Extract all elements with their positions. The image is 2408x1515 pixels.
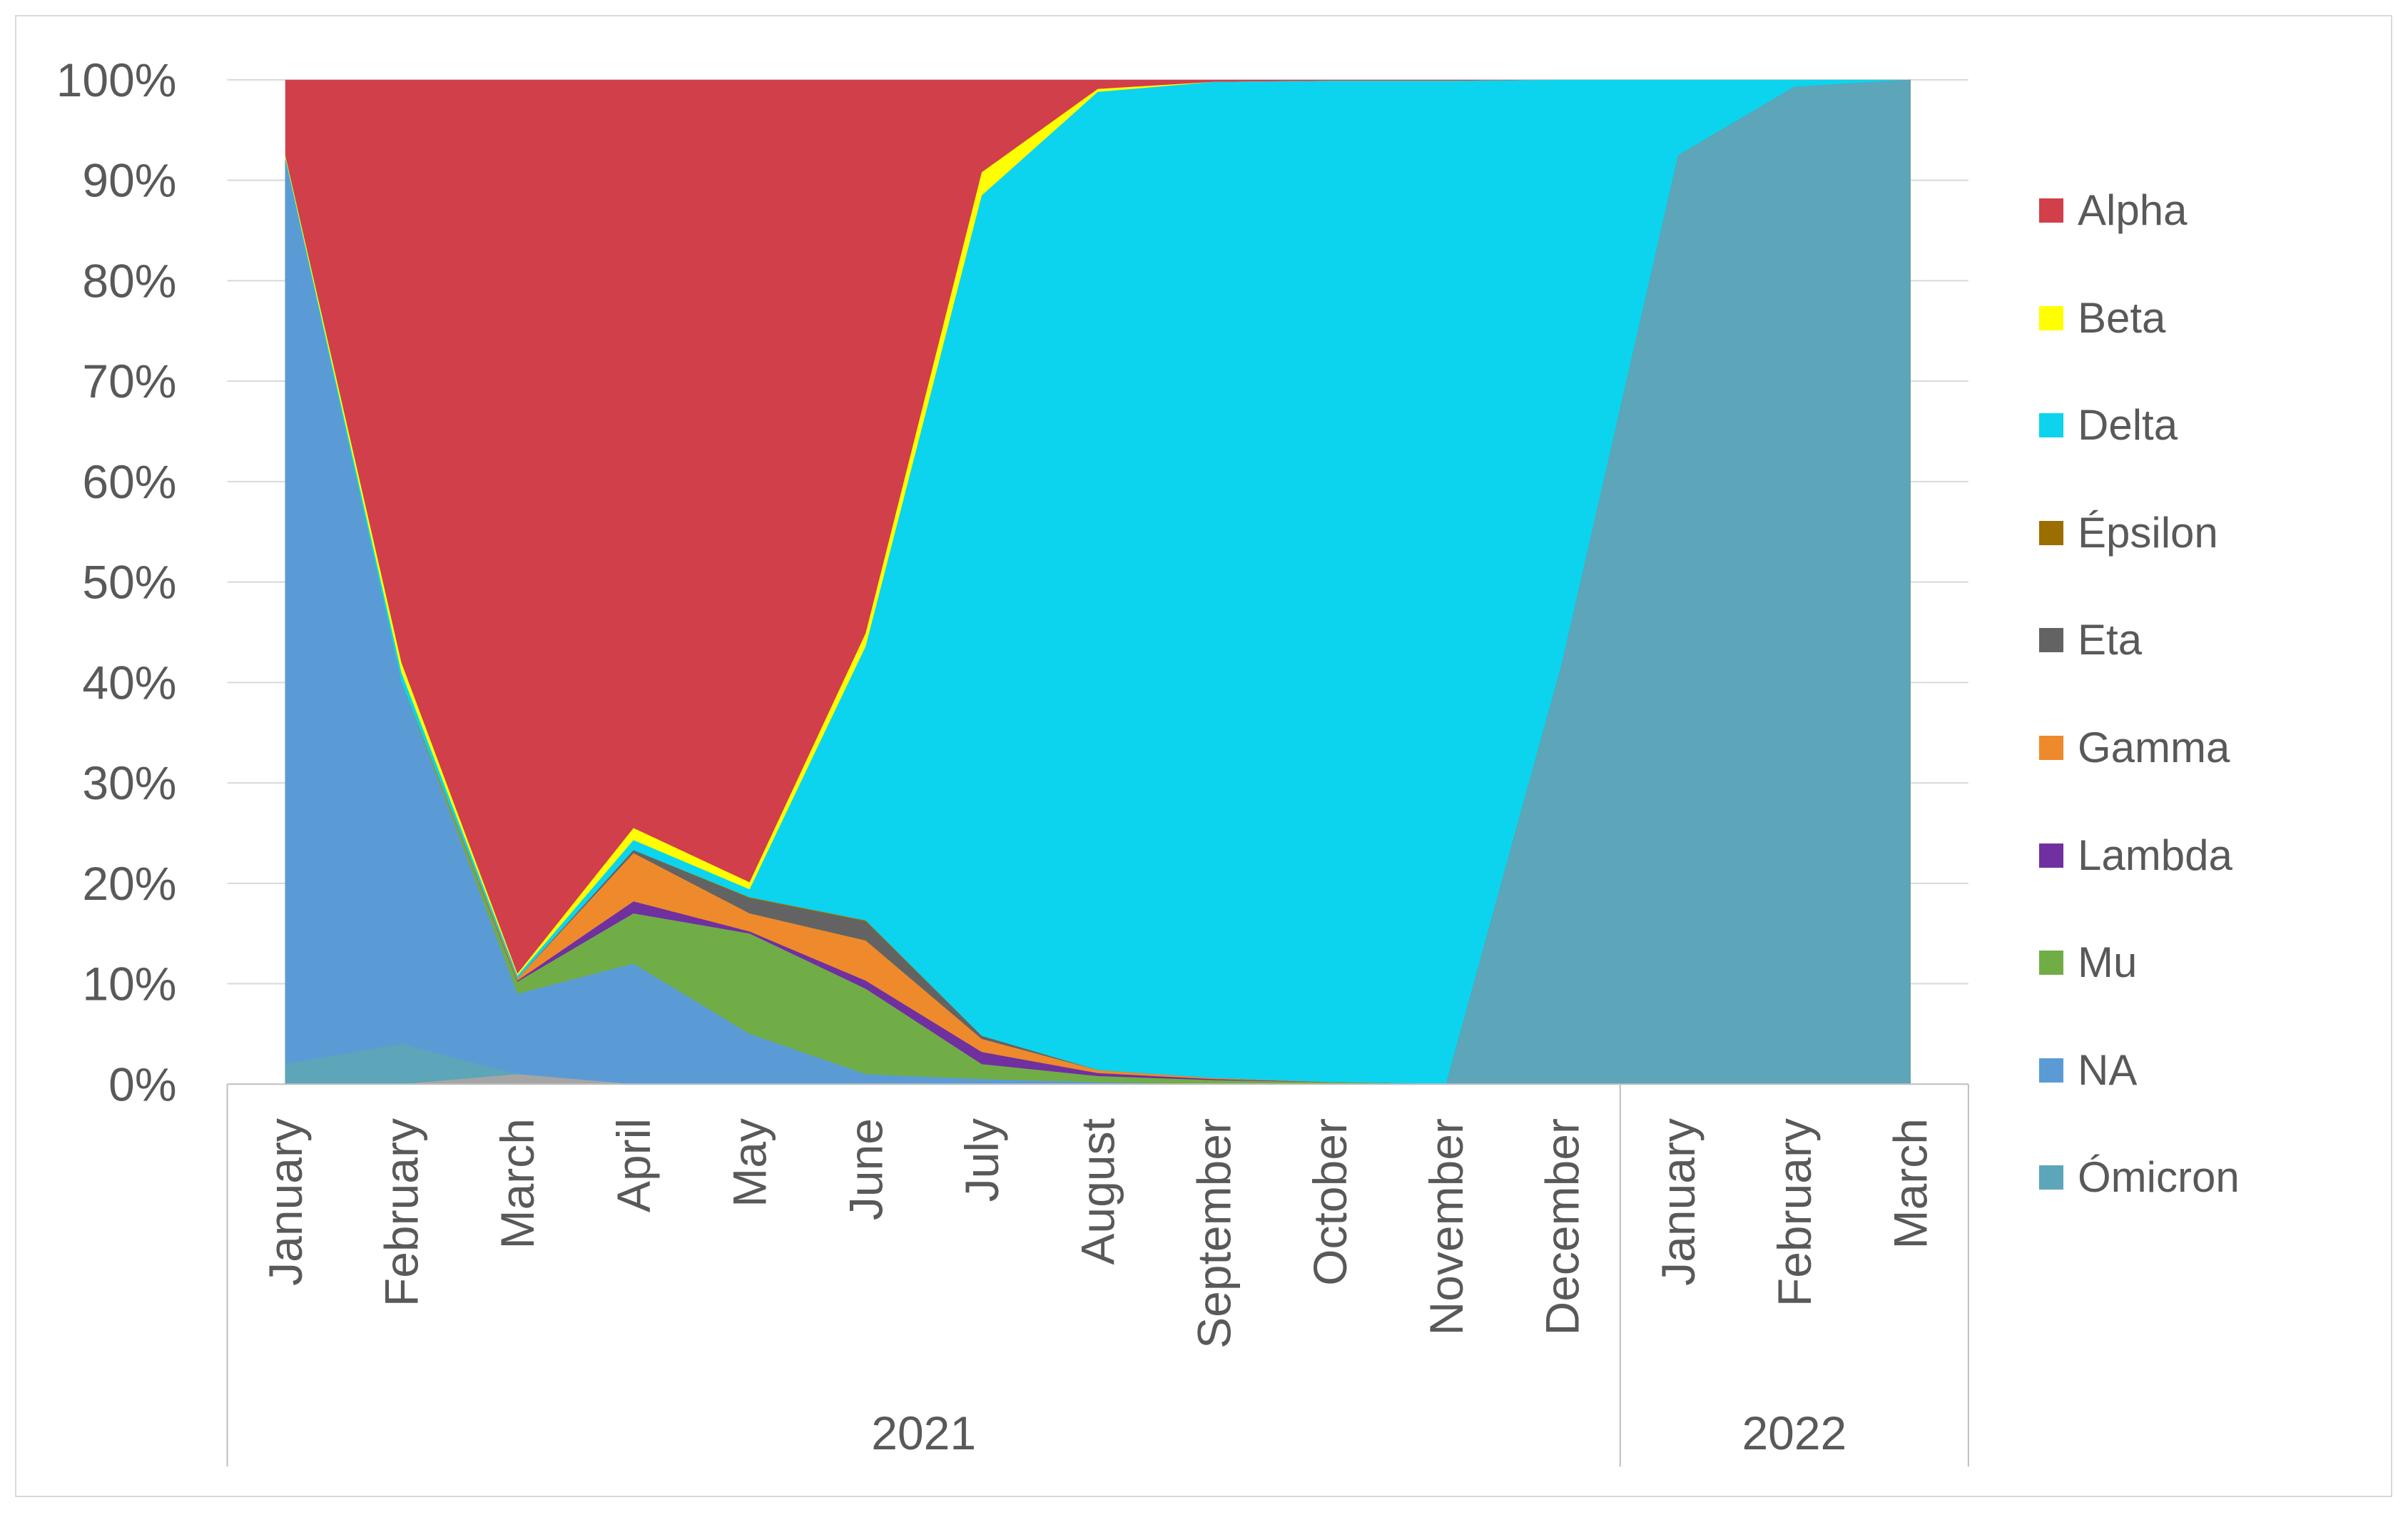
legend-label: Épsilon — [2078, 508, 2218, 557]
plot-areas — [285, 79, 1911, 1085]
legend-swatch — [2039, 198, 2063, 223]
x-tick-label: June — [839, 1118, 892, 1220]
y-tick-label: 20% — [82, 857, 176, 910]
x-tick-label: December — [1535, 1118, 1588, 1335]
legend-swatch — [2039, 305, 2063, 330]
legend-item-alpha: Alpha — [2039, 157, 2240, 265]
legend-label: Ómicron — [2078, 1153, 2240, 1202]
x-tick-label: May — [723, 1118, 776, 1207]
legend-label: Mu — [2078, 938, 2138, 987]
y-tick-label: 80% — [82, 254, 176, 307]
legend-swatch — [2039, 413, 2063, 438]
legend-item-beta: Beta — [2039, 264, 2240, 372]
y-tick-label: 50% — [82, 556, 176, 609]
legend-label: Gamma — [2078, 723, 2230, 771]
x-tick-label: January — [1652, 1118, 1705, 1286]
y-tick-label: 0% — [108, 1058, 176, 1110]
area-grey-series — [285, 1074, 1911, 1085]
y-tick-label: 30% — [82, 756, 176, 809]
x-tick-label: October — [1304, 1118, 1356, 1286]
legend-item-mu: Mu — [2039, 909, 2240, 1017]
x-tick-label: July — [955, 1118, 1008, 1202]
legend-swatch — [2039, 520, 2063, 545]
legend-item-na: NA — [2039, 1016, 2240, 1124]
legend-label: Delta — [2078, 401, 2178, 450]
y-tick-label: 90% — [82, 154, 176, 207]
chart-area-border — [15, 15, 2392, 1497]
legend-swatch — [2039, 1058, 2063, 1083]
area-omicron — [285, 79, 1911, 1085]
legend-label: NA — [2078, 1045, 2138, 1094]
area-delta — [285, 79, 1911, 1085]
x-tick-label: January — [259, 1118, 312, 1286]
x-tick-label: March — [491, 1118, 544, 1249]
legend-label: Beta — [2078, 293, 2166, 342]
legend-swatch — [2039, 843, 2063, 868]
legend-item-lambda: Lambda — [2039, 801, 2240, 909]
legend-item-eta: Eta — [2039, 587, 2240, 694]
legend-swatch — [2039, 1165, 2063, 1190]
legend-label: Lambda — [2078, 831, 2232, 879]
y-tick-label: 100% — [56, 54, 177, 106]
y-axis-labels: 0% 10% 20% 30% 40% 50% 60% 70% 80% 90% 100% — [56, 54, 177, 1110]
y-tick-label: 40% — [82, 656, 176, 709]
year-label: 2022 — [1742, 1407, 1846, 1459]
y-tick-label: 10% — [82, 958, 176, 1010]
y-tick-label: 60% — [82, 455, 176, 508]
x-tick-label: April — [607, 1118, 660, 1212]
legend-label: Eta — [2078, 616, 2143, 664]
year-label: 2021 — [871, 1407, 976, 1459]
x-tick-label: March — [1884, 1118, 1937, 1249]
legend-swatch — [2039, 628, 2063, 653]
x-tick-label: August — [1072, 1118, 1124, 1265]
y-tick-label: 70% — [82, 355, 176, 407]
legend-item-omicron: Ómicron — [2039, 1124, 2240, 1232]
legend-item-delta: Delta — [2039, 372, 2240, 480]
x-tick-label: February — [1768, 1118, 1821, 1307]
legend-swatch — [2039, 951, 2063, 976]
legend-item-gamma: Gamma — [2039, 694, 2240, 802]
legend-swatch — [2039, 735, 2063, 760]
x-axis: January February March April May June July Augu… — [226, 1083, 1969, 1466]
legend: Alpha Beta Delta Épsilon Eta Gamma Lambda Mu NA Ó… — [2039, 157, 2240, 1232]
legend-label: Alpha — [2078, 186, 2188, 234]
x-tick-label: September — [1187, 1118, 1240, 1349]
x-tick-label: November — [1420, 1118, 1473, 1335]
legend-item-epsilon: Épsilon — [2039, 479, 2240, 587]
x-tick-label: February — [375, 1118, 428, 1307]
